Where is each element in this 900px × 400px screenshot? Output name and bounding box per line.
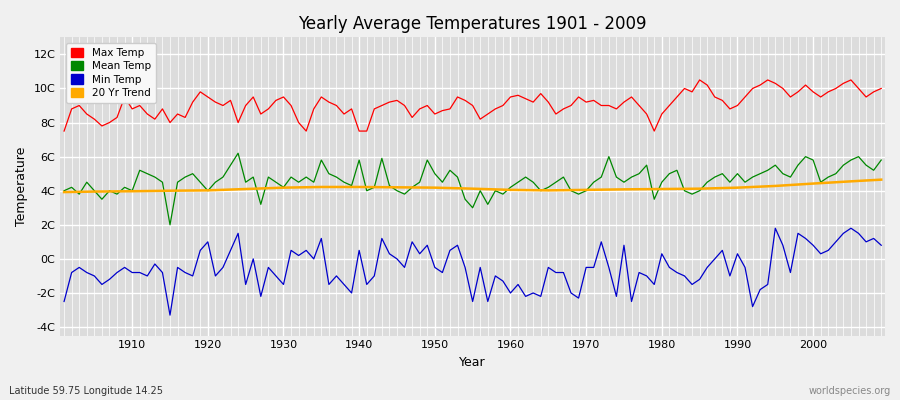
Y-axis label: Temperature: Temperature xyxy=(15,147,28,226)
Title: Yearly Average Temperatures 1901 - 2009: Yearly Average Temperatures 1901 - 2009 xyxy=(299,15,647,33)
Text: Latitude 59.75 Longitude 14.25: Latitude 59.75 Longitude 14.25 xyxy=(9,386,163,396)
Legend: Max Temp, Mean Temp, Min Temp, 20 Yr Trend: Max Temp, Mean Temp, Min Temp, 20 Yr Tre… xyxy=(66,42,156,103)
Text: worldspecies.org: worldspecies.org xyxy=(809,386,891,396)
X-axis label: Year: Year xyxy=(459,356,486,369)
